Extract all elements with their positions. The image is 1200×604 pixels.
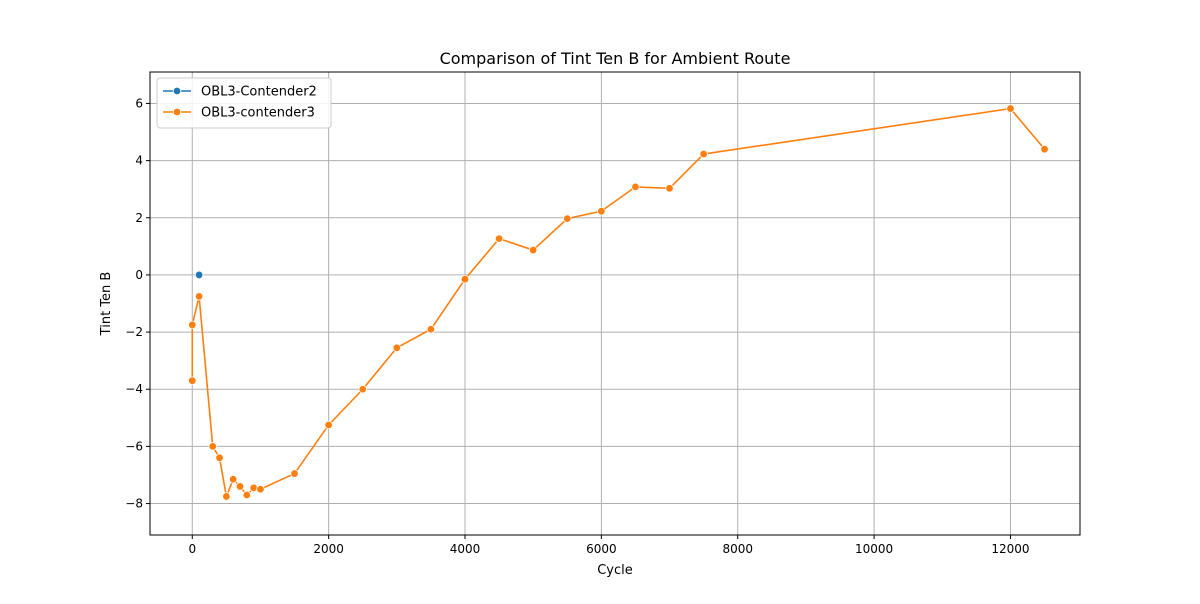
data-point: [1040, 144, 1049, 154]
data-point: [242, 490, 252, 500]
data-point: [324, 420, 333, 430]
data-point: [215, 453, 224, 463]
series-2: [188, 104, 1049, 501]
axes: 0 2000 4000 6000 8000 10000 12000 −8 −6 −4 −2 0 2 4 6: [125, 96, 1029, 556]
legend: OBL3-Contender2 OBL3-contender3: [156, 77, 332, 129]
x-tick-label: 6000: [586, 542, 617, 556]
data-point: [235, 482, 245, 491]
y-tick-label: −4: [125, 382, 143, 396]
series-line: [191, 107, 1046, 500]
data-point: [228, 475, 238, 484]
chart-title: Comparison of Tint Ten B for Ambient Rou…: [440, 49, 791, 68]
data-point: [699, 149, 708, 159]
y-tick-label: −2: [125, 325, 143, 339]
data-point: [194, 270, 204, 280]
legend-item: OBL3-contender3: [163, 106, 315, 121]
data-point: [563, 214, 572, 223]
x-tick-label: 4000: [450, 542, 481, 556]
x-tick-label: 8000: [722, 542, 753, 556]
data-point: [290, 469, 299, 478]
x-tick-label: 0: [188, 542, 196, 556]
legend-label: OBL3-Contender2: [201, 85, 317, 100]
data-point: [249, 483, 258, 493]
y-tick-label: 0: [135, 268, 143, 282]
data-point: [392, 343, 402, 352]
data-point: [256, 485, 265, 494]
data-point: [188, 320, 197, 330]
y-tick-label: −8: [125, 497, 143, 511]
data-point: [665, 184, 674, 193]
series-layer: [188, 104, 1049, 501]
y-axis-label: Tint Ten B: [99, 272, 114, 337]
legend-box: [156, 77, 332, 129]
plot-frame: [149, 71, 1081, 536]
data-point: [426, 325, 436, 334]
legend-marker: [172, 86, 182, 96]
data-point: [222, 492, 231, 501]
series-1: [194, 270, 204, 280]
y-tick-label: 6: [135, 96, 143, 110]
data-point: [528, 245, 538, 255]
data-point: [194, 292, 204, 301]
x-tick-label: 12000: [991, 542, 1029, 556]
data-point: [358, 385, 367, 394]
legend-item: OBL3-Contender2: [163, 85, 317, 100]
x-tick-label: 2000: [313, 542, 344, 556]
data-point: [208, 442, 217, 451]
y-tick-label: −6: [125, 439, 143, 453]
x-tick-label: 10000: [855, 542, 893, 556]
y-tick-label: 4: [135, 154, 143, 168]
data-point: [188, 376, 197, 385]
legend-marker: [172, 107, 182, 117]
y-tick-label: 2: [135, 211, 143, 225]
data-point: [460, 275, 470, 284]
data-point: [494, 234, 504, 243]
data-point: [1006, 104, 1015, 113]
x-axis-label: Cycle: [597, 563, 633, 578]
data-point: [631, 182, 640, 192]
legend-label: OBL3-contender3: [201, 106, 315, 121]
grid: [150, 72, 1080, 535]
data-point: [597, 206, 606, 216]
